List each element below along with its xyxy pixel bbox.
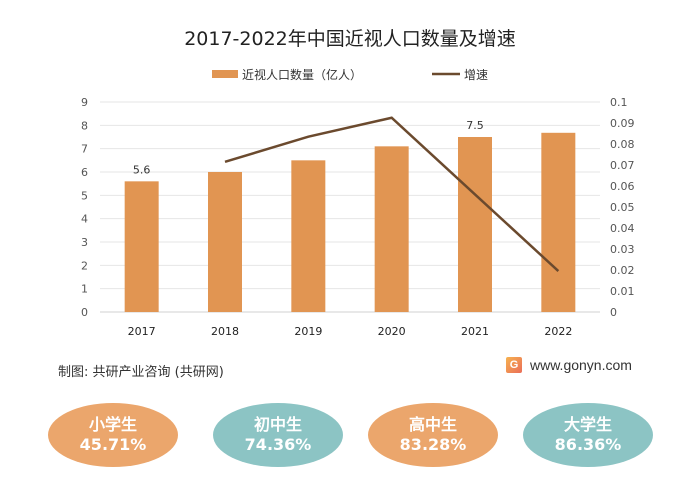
y-right-tick-label: 0.07 [610, 159, 635, 172]
bar-2022 [541, 132, 576, 312]
y-right-tick-label: 0.1 [610, 96, 628, 109]
stat-value: 45.71% [79, 435, 147, 454]
bar-2018 [208, 172, 242, 312]
y-right-tick-label: 0.04 [610, 222, 635, 235]
y-right-tick-label: 0.06 [610, 180, 635, 193]
y-right-tick-label: 0.01 [610, 285, 635, 298]
y-left-tick-label: 6 [81, 166, 88, 179]
y-left-tick-label: 2 [81, 259, 88, 272]
y-left-tick-label: 0 [81, 306, 88, 319]
y-right-tick-label: 0.02 [610, 264, 635, 277]
y-left-tick-label: 5 [81, 189, 88, 202]
x-tick-label: 2019 [294, 325, 322, 338]
y-left-tick-label: 7 [81, 143, 88, 156]
bar-2017 [124, 181, 159, 312]
y-left-tick-label: 9 [81, 96, 88, 109]
chart-title: 2017-2022年中国近视人口数量及增速 [184, 28, 516, 50]
y-right-tick-label: 0.03 [610, 243, 635, 256]
bar-2020 [374, 146, 409, 312]
chart-svg: 0 1 2 3 4 5 6 7 8 9 0 0.01 0.02 0.03 0.04 0.05 0.06 0.07 0… [81, 67, 635, 338]
data-label: 5.6 [133, 163, 151, 176]
y-right-tick-label: 0.05 [610, 201, 635, 214]
y-left-tick-label: 8 [81, 119, 88, 132]
stat-bubble: 小学生 45.71% [48, 403, 178, 467]
gonyn-logo-icon: G [506, 357, 522, 373]
x-tick-label: 2017 [128, 325, 156, 338]
x-tick-label: 2022 [544, 325, 572, 338]
x-tick-label: 2020 [378, 325, 406, 338]
y-right-tick-label: 0 [610, 306, 617, 319]
source-credit: 制图: 共研产业咨询 (共研网) [58, 365, 224, 380]
website-url[interactable]: www.gonyn.com [530, 357, 632, 373]
stat-value: 83.28% [399, 435, 467, 454]
bar-2019 [291, 160, 326, 312]
stat-label: 小学生 [88, 415, 137, 434]
stat-bubble: 高中生 83.28% [368, 403, 498, 467]
x-tick-label: 2018 [211, 325, 239, 338]
stat-label: 高中生 [408, 415, 457, 434]
stat-bubble: 初中生 74.36% [213, 403, 343, 467]
legend-line-label: 增速 [464, 68, 488, 82]
stat-label: 大学生 [563, 415, 612, 434]
stat-value: 86.36% [554, 435, 622, 454]
y-left-tick-label: 1 [81, 283, 88, 296]
stat-bubble: 大学生 86.36% [523, 403, 653, 467]
stat-label: 初中生 [253, 415, 302, 434]
y-right-tick-label: 0.08 [610, 138, 635, 151]
data-label: 7.5 [466, 119, 484, 132]
y-left-tick-label: 4 [81, 213, 88, 226]
legend-bar-swatch [212, 70, 238, 78]
legend-bar-label: 近视人口数量（亿人） [242, 67, 362, 82]
website[interactable]: G www.gonyn.com [506, 357, 632, 373]
stat-value: 74.36% [244, 435, 312, 454]
y-left-tick-label: 3 [81, 236, 88, 249]
y-right-tick-label: 0.09 [610, 117, 635, 130]
bar-2021 [458, 137, 492, 312]
x-tick-label: 2021 [461, 325, 489, 338]
